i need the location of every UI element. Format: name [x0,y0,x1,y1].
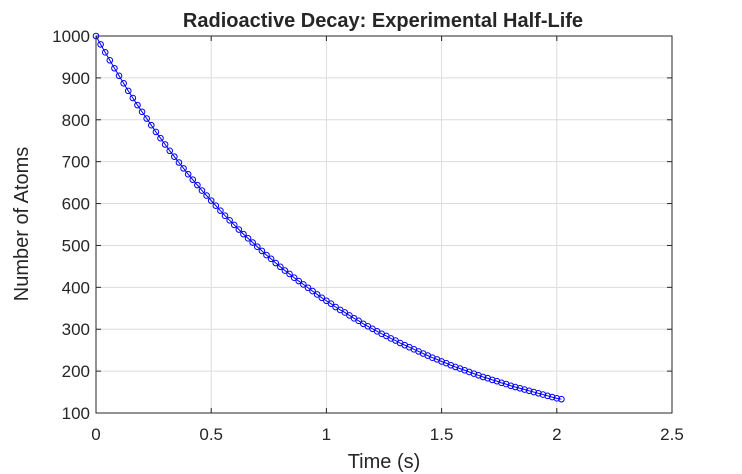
data-point [249,239,256,246]
data-point [488,376,496,384]
data-point [304,284,312,292]
data-point [341,309,349,316]
data-point [240,230,247,238]
data-point [124,87,132,95]
data-point [166,147,174,155]
data-point [258,247,266,255]
data-point [207,197,215,204]
data-point [558,395,565,403]
data-point [295,277,303,285]
y-tick-label: 300 [62,320,90,339]
data-point [544,392,551,400]
data-point [539,391,547,398]
data-point [548,393,556,401]
data-point [198,187,206,194]
data-point [525,387,533,395]
data-point [129,94,137,102]
data-point [267,255,275,263]
grid [95,35,673,414]
x-tick-label: 2.5 [660,425,684,444]
data-point [235,226,243,233]
data-point [101,49,109,56]
data-point [111,64,118,72]
series-line [95,35,562,400]
y-tick-label: 600 [62,195,90,214]
data-point [171,153,178,160]
data-point [355,317,362,325]
data-point [479,373,487,381]
data-point [157,134,164,142]
data-point [318,294,326,302]
data-point [184,170,192,178]
data-point [175,159,183,166]
y-tick-label: 700 [62,153,90,172]
x-tick-label: 2 [552,425,561,444]
data-point [134,101,141,109]
data-point [138,108,146,116]
data-point [194,181,201,189]
data-point [313,291,321,298]
data-point [148,121,155,129]
y-tick-label: 800 [62,111,90,130]
y-axis-label: Number of Atoms [11,147,33,302]
data-point [512,383,519,391]
data-point [286,270,293,278]
data-point [521,386,528,393]
data-point [189,176,197,183]
data-point [212,202,220,209]
data-point [290,274,298,282]
data-point [97,41,104,48]
y-tick-label: 1000 [52,27,90,46]
data-point [530,388,538,396]
data-point [535,390,542,397]
data-point [143,115,150,122]
data-point [106,57,114,64]
data-point [323,297,330,305]
data-point [507,382,515,390]
plot-frame [95,35,673,414]
data-point [272,259,280,267]
data-point [161,141,169,148]
data-point [263,251,270,259]
data-point [152,128,160,136]
data-point [553,395,561,402]
data-series [92,32,565,403]
data-point [281,267,289,274]
data-point [244,235,252,242]
data-point [332,303,339,311]
data-point [120,80,127,87]
chart-title: Radioactive Decay: Experimental Half-Lif… [183,10,583,32]
x-tick-label: 0 [91,425,100,444]
x-tick-label: 1 [322,425,331,444]
x-axis-label: Time (s) [348,451,421,473]
data-point [226,217,233,224]
data-point [217,207,224,214]
data-point [221,212,229,219]
x-tick-label: 0.5 [199,425,223,444]
data-point [327,300,335,307]
data-point [203,192,210,199]
y-tick-label: 500 [62,236,90,255]
data-point [346,312,353,319]
data-point [300,281,307,288]
data-point [115,72,123,80]
data-point [253,243,261,250]
data-point [309,287,316,295]
y-tick-label: 200 [62,362,90,381]
data-point [277,263,284,271]
y-tick-label: 900 [62,69,90,88]
data-point [180,165,187,172]
y-tick-label: 100 [62,404,90,423]
y-tick-label: 400 [62,278,90,297]
data-point [498,379,505,387]
data-point [516,384,524,392]
axis-ticks: 0 0.5 1 1.5 2 2.5 100 200 300 400 500 600 700 800 900 1… [52,27,684,444]
data-point [230,221,238,229]
x-tick-label: 1.5 [430,425,454,444]
